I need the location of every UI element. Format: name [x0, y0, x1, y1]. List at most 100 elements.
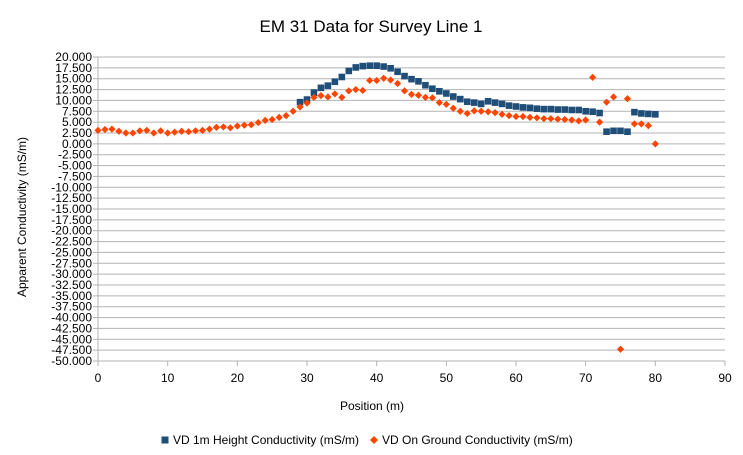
data-point: [136, 127, 144, 135]
chart-title: EM 31 Data for Survey Line 1: [259, 17, 482, 36]
data-point: [345, 67, 353, 75]
data-point: [129, 129, 137, 137]
data-point: [477, 100, 485, 108]
data-point: [582, 107, 589, 115]
data-point: [198, 126, 207, 134]
data-point: [568, 116, 576, 124]
data-point: [505, 112, 513, 120]
data-point: [603, 128, 610, 135]
y-axis-title: Apparent Conductivity (mS/m): [15, 137, 29, 297]
x-tick-labels: 0 10 20 30 40 50 60 70 80 90: [95, 371, 732, 385]
data-point: [275, 113, 283, 121]
x-tick-label: 0: [95, 371, 102, 385]
data-point: [282, 112, 290, 120]
data-point: [366, 76, 374, 85]
data-point: [407, 90, 416, 98]
legend-marker: [161, 436, 169, 444]
x-tick-label: 50: [440, 371, 454, 385]
data-point: [484, 108, 492, 116]
data-point: [429, 85, 436, 93]
y-tick-label: 17.500: [55, 61, 92, 75]
data-point: [226, 124, 234, 132]
series-1: [296, 62, 659, 135]
data-point: [101, 125, 109, 134]
y-tick-label: -22.500: [51, 235, 92, 249]
y-tick-label: -50.000: [51, 354, 92, 368]
y-tick-label: -2.500: [58, 148, 92, 162]
data-point: [609, 93, 618, 101]
data-point: [575, 117, 583, 125]
data-point: [247, 121, 255, 129]
data-point: [519, 104, 527, 111]
data-point: [366, 62, 373, 69]
data-point: [352, 64, 360, 71]
data-point: [331, 78, 339, 86]
data-point: [122, 129, 130, 137]
y-tick-label: 12.500: [55, 83, 92, 97]
data-point: [212, 123, 221, 131]
legend-marker: [370, 436, 378, 444]
data-point: [310, 93, 318, 101]
data-point: [310, 89, 318, 96]
y-tick-label: 0.000: [62, 137, 92, 151]
data-point: [296, 98, 304, 106]
legend-entry: VD 1m Height Conductivity (mS/m): [161, 433, 359, 447]
data-point: [359, 62, 367, 70]
y-tick-label: 2.500: [62, 126, 92, 140]
data-point: [240, 121, 248, 129]
data-point: [624, 128, 631, 135]
data-point: [596, 109, 603, 117]
data-point: [652, 111, 659, 118]
data-point: [115, 127, 123, 135]
data-point: [324, 82, 332, 89]
data-point: [617, 127, 624, 135]
data-point: [205, 125, 214, 133]
data-point: [408, 75, 415, 83]
data-point: [331, 90, 339, 98]
data-point: [184, 128, 193, 136]
data-point: [94, 126, 102, 134]
series-2: [94, 73, 659, 353]
y-tick-label: -10.000: [51, 180, 92, 194]
data-point: [456, 107, 464, 115]
data-point: [623, 95, 632, 103]
y-tick-label: -15.000: [51, 202, 92, 216]
data-point: [596, 118, 604, 126]
data-point: [547, 115, 555, 123]
data-point: [533, 105, 541, 112]
y-tick-label: -25.000: [51, 245, 92, 259]
data-point: [505, 102, 513, 109]
x-tick-label: 10: [161, 371, 175, 385]
data-point: [157, 127, 165, 135]
y-tick-label: -5.000: [58, 159, 92, 173]
data-point: [150, 129, 158, 137]
gridlines: [98, 56, 725, 362]
y-tick-label: 10.000: [55, 93, 92, 107]
data-point: [393, 79, 402, 88]
data-point: [108, 125, 116, 133]
y-tick-label: -45.000: [51, 332, 92, 346]
y-tick-label: -20.000: [51, 224, 92, 238]
data-point: [610, 127, 617, 135]
y-tick-label: -30.000: [51, 267, 92, 281]
data-point: [317, 84, 325, 92]
data-point: [380, 74, 388, 82]
data-point: [428, 94, 436, 102]
data-point: [470, 107, 478, 115]
y-tick-label: -12.500: [51, 191, 92, 205]
x-tick-label: 20: [231, 371, 245, 385]
data-point: [512, 103, 520, 110]
data-point: [352, 85, 360, 94]
y-tick-label: -37.500: [51, 300, 92, 314]
data-point: [526, 113, 534, 121]
data-point: [289, 107, 297, 115]
x-tick-label: 70: [579, 371, 593, 385]
data-point: [191, 127, 200, 135]
data-point: [491, 99, 499, 106]
axes: [93, 56, 726, 366]
data-point: [561, 115, 569, 124]
data-series: [94, 62, 659, 353]
data-point: [463, 98, 471, 106]
